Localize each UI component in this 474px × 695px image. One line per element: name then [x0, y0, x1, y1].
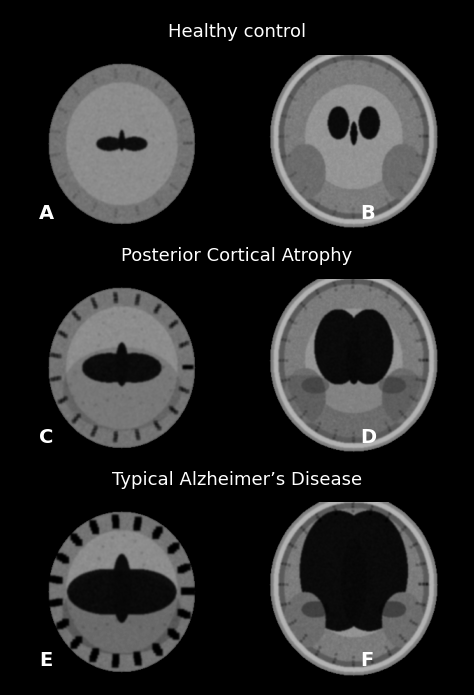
Text: A: A	[39, 204, 54, 222]
Text: Healthy control: Healthy control	[168, 23, 306, 41]
Text: E: E	[39, 651, 52, 671]
Text: C: C	[39, 427, 53, 447]
Text: Posterior Cortical Atrophy: Posterior Cortical Atrophy	[121, 247, 353, 265]
Text: D: D	[360, 427, 376, 447]
Text: B: B	[360, 204, 375, 222]
Text: F: F	[360, 651, 374, 671]
Text: Typical Alzheimer’s Disease: Typical Alzheimer’s Disease	[112, 471, 362, 489]
